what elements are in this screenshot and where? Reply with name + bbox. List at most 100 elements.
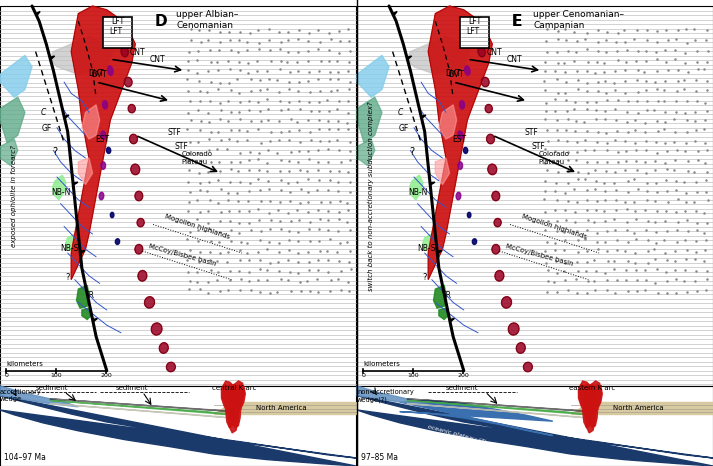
Ellipse shape [467,212,471,218]
Bar [0,6,356,386]
Polygon shape [410,175,423,200]
Polygon shape [0,386,78,407]
Ellipse shape [103,101,108,109]
Text: Colorado
Plateau: Colorado Plateau [182,151,212,164]
Ellipse shape [492,191,500,201]
Text: North America: North America [256,405,307,411]
Polygon shape [407,400,588,415]
Text: ?: ? [410,146,415,157]
Text: STF: STF [168,128,181,137]
Polygon shape [434,285,446,308]
Text: D: D [155,14,168,29]
Polygon shape [93,318,98,322]
Ellipse shape [501,297,511,308]
Text: STF: STF [531,142,545,151]
Ellipse shape [472,239,476,245]
Ellipse shape [469,34,476,46]
Ellipse shape [488,164,497,175]
Ellipse shape [465,66,470,75]
Polygon shape [78,158,93,185]
Polygon shape [53,175,66,200]
Polygon shape [437,251,442,254]
Text: 0: 0 [4,373,9,378]
Bar [357,6,713,386]
Polygon shape [407,56,411,60]
Text: 100: 100 [407,373,419,378]
Ellipse shape [111,212,114,218]
Polygon shape [76,285,89,308]
Bar [357,386,713,466]
Ellipse shape [138,270,147,281]
Text: NB-N: NB-N [409,188,428,198]
Text: ?: ? [422,273,427,282]
Polygon shape [80,251,85,254]
Polygon shape [439,308,448,320]
Ellipse shape [492,245,500,254]
Text: Colorado
Plateau: Colorado Plateau [538,151,570,164]
Polygon shape [436,158,450,185]
Polygon shape [357,386,429,405]
Text: ?: ? [66,273,70,282]
Text: STF: STF [525,128,538,137]
Polygon shape [578,384,597,428]
Polygon shape [50,56,55,60]
Text: accretionary
wedge: accretionary wedge [0,389,42,402]
Polygon shape [0,139,18,165]
Polygon shape [36,12,40,16]
Ellipse shape [508,323,519,335]
Text: LFT: LFT [111,17,124,26]
Polygon shape [357,55,389,97]
Ellipse shape [456,192,461,200]
Text: CNT: CNT [486,48,502,57]
Text: 100: 100 [51,373,62,378]
Text: switch back to non-accretionary subduction complex?: switch back to non-accretionary subducti… [368,101,374,291]
Text: EST: EST [453,135,466,144]
Text: DVT: DVT [91,70,106,79]
Polygon shape [50,404,232,418]
Polygon shape [73,182,78,185]
Text: sediment: sediment [36,385,68,391]
Polygon shape [580,381,601,433]
Polygon shape [430,182,435,185]
Ellipse shape [99,192,104,200]
Polygon shape [0,97,25,143]
Ellipse shape [459,101,465,109]
Polygon shape [71,6,135,280]
Bar [103,17,132,48]
Text: ?: ? [53,146,58,157]
Text: NB-S: NB-S [60,244,78,253]
Text: NB-S: NB-S [417,244,435,253]
Polygon shape [82,308,91,320]
Text: 0: 0 [361,373,365,378]
Polygon shape [221,384,240,428]
Text: Mogollon highlands: Mogollon highlands [520,213,588,240]
Text: 97–85 Ma: 97–85 Ma [361,452,398,462]
Ellipse shape [135,245,143,254]
Text: 200: 200 [101,373,112,378]
Text: sediment: sediment [446,385,478,391]
Bar [0,386,356,466]
Polygon shape [66,234,76,251]
Ellipse shape [481,77,489,87]
Polygon shape [570,402,713,414]
Polygon shape [222,381,245,433]
Ellipse shape [108,66,113,75]
Ellipse shape [145,297,155,308]
Ellipse shape [112,34,119,46]
Ellipse shape [130,164,140,175]
Bar [460,17,488,48]
Text: CNT: CNT [150,55,165,64]
Text: E: E [512,14,522,29]
Text: EST: EST [96,135,110,144]
Text: CNT: CNT [129,48,145,57]
Text: 104–97 Ma: 104–97 Ma [4,452,46,462]
Text: sediment: sediment [116,385,148,391]
Polygon shape [50,36,114,75]
Text: E: E [512,14,522,29]
Ellipse shape [130,134,138,144]
Text: DVT: DVT [88,69,104,78]
Ellipse shape [135,191,143,201]
Polygon shape [584,384,602,428]
Text: North America: North America [613,405,664,411]
Ellipse shape [151,323,162,335]
